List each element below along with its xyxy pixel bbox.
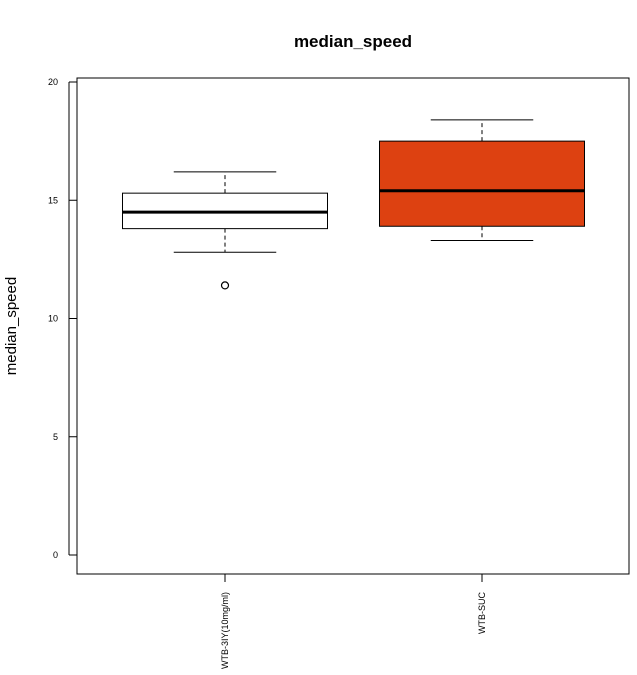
y-tick-label: 5	[53, 432, 58, 442]
y-axis-label: median_speed	[3, 277, 20, 375]
y-tick-label: 10	[48, 314, 58, 324]
y-tick-label: 15	[48, 195, 58, 205]
y-tick-label: 20	[48, 77, 58, 87]
chart-title: median_speed	[294, 32, 412, 51]
x-tick-label: WTB-3IY(10mg/ml)	[220, 592, 230, 669]
box-iqr	[379, 140, 585, 227]
y-axis: 0 5 10 15 20	[48, 77, 77, 560]
box-1	[379, 119, 585, 241]
boxes-group	[122, 119, 585, 290]
x-tick-label: WTB-SUC	[477, 592, 487, 634]
box-0	[122, 171, 328, 290]
y-tick-label: 0	[53, 550, 58, 560]
x-axis: WTB-3IY(10mg/ml) WTB-SUC	[220, 573, 487, 669]
outlier-point	[220, 281, 230, 290]
